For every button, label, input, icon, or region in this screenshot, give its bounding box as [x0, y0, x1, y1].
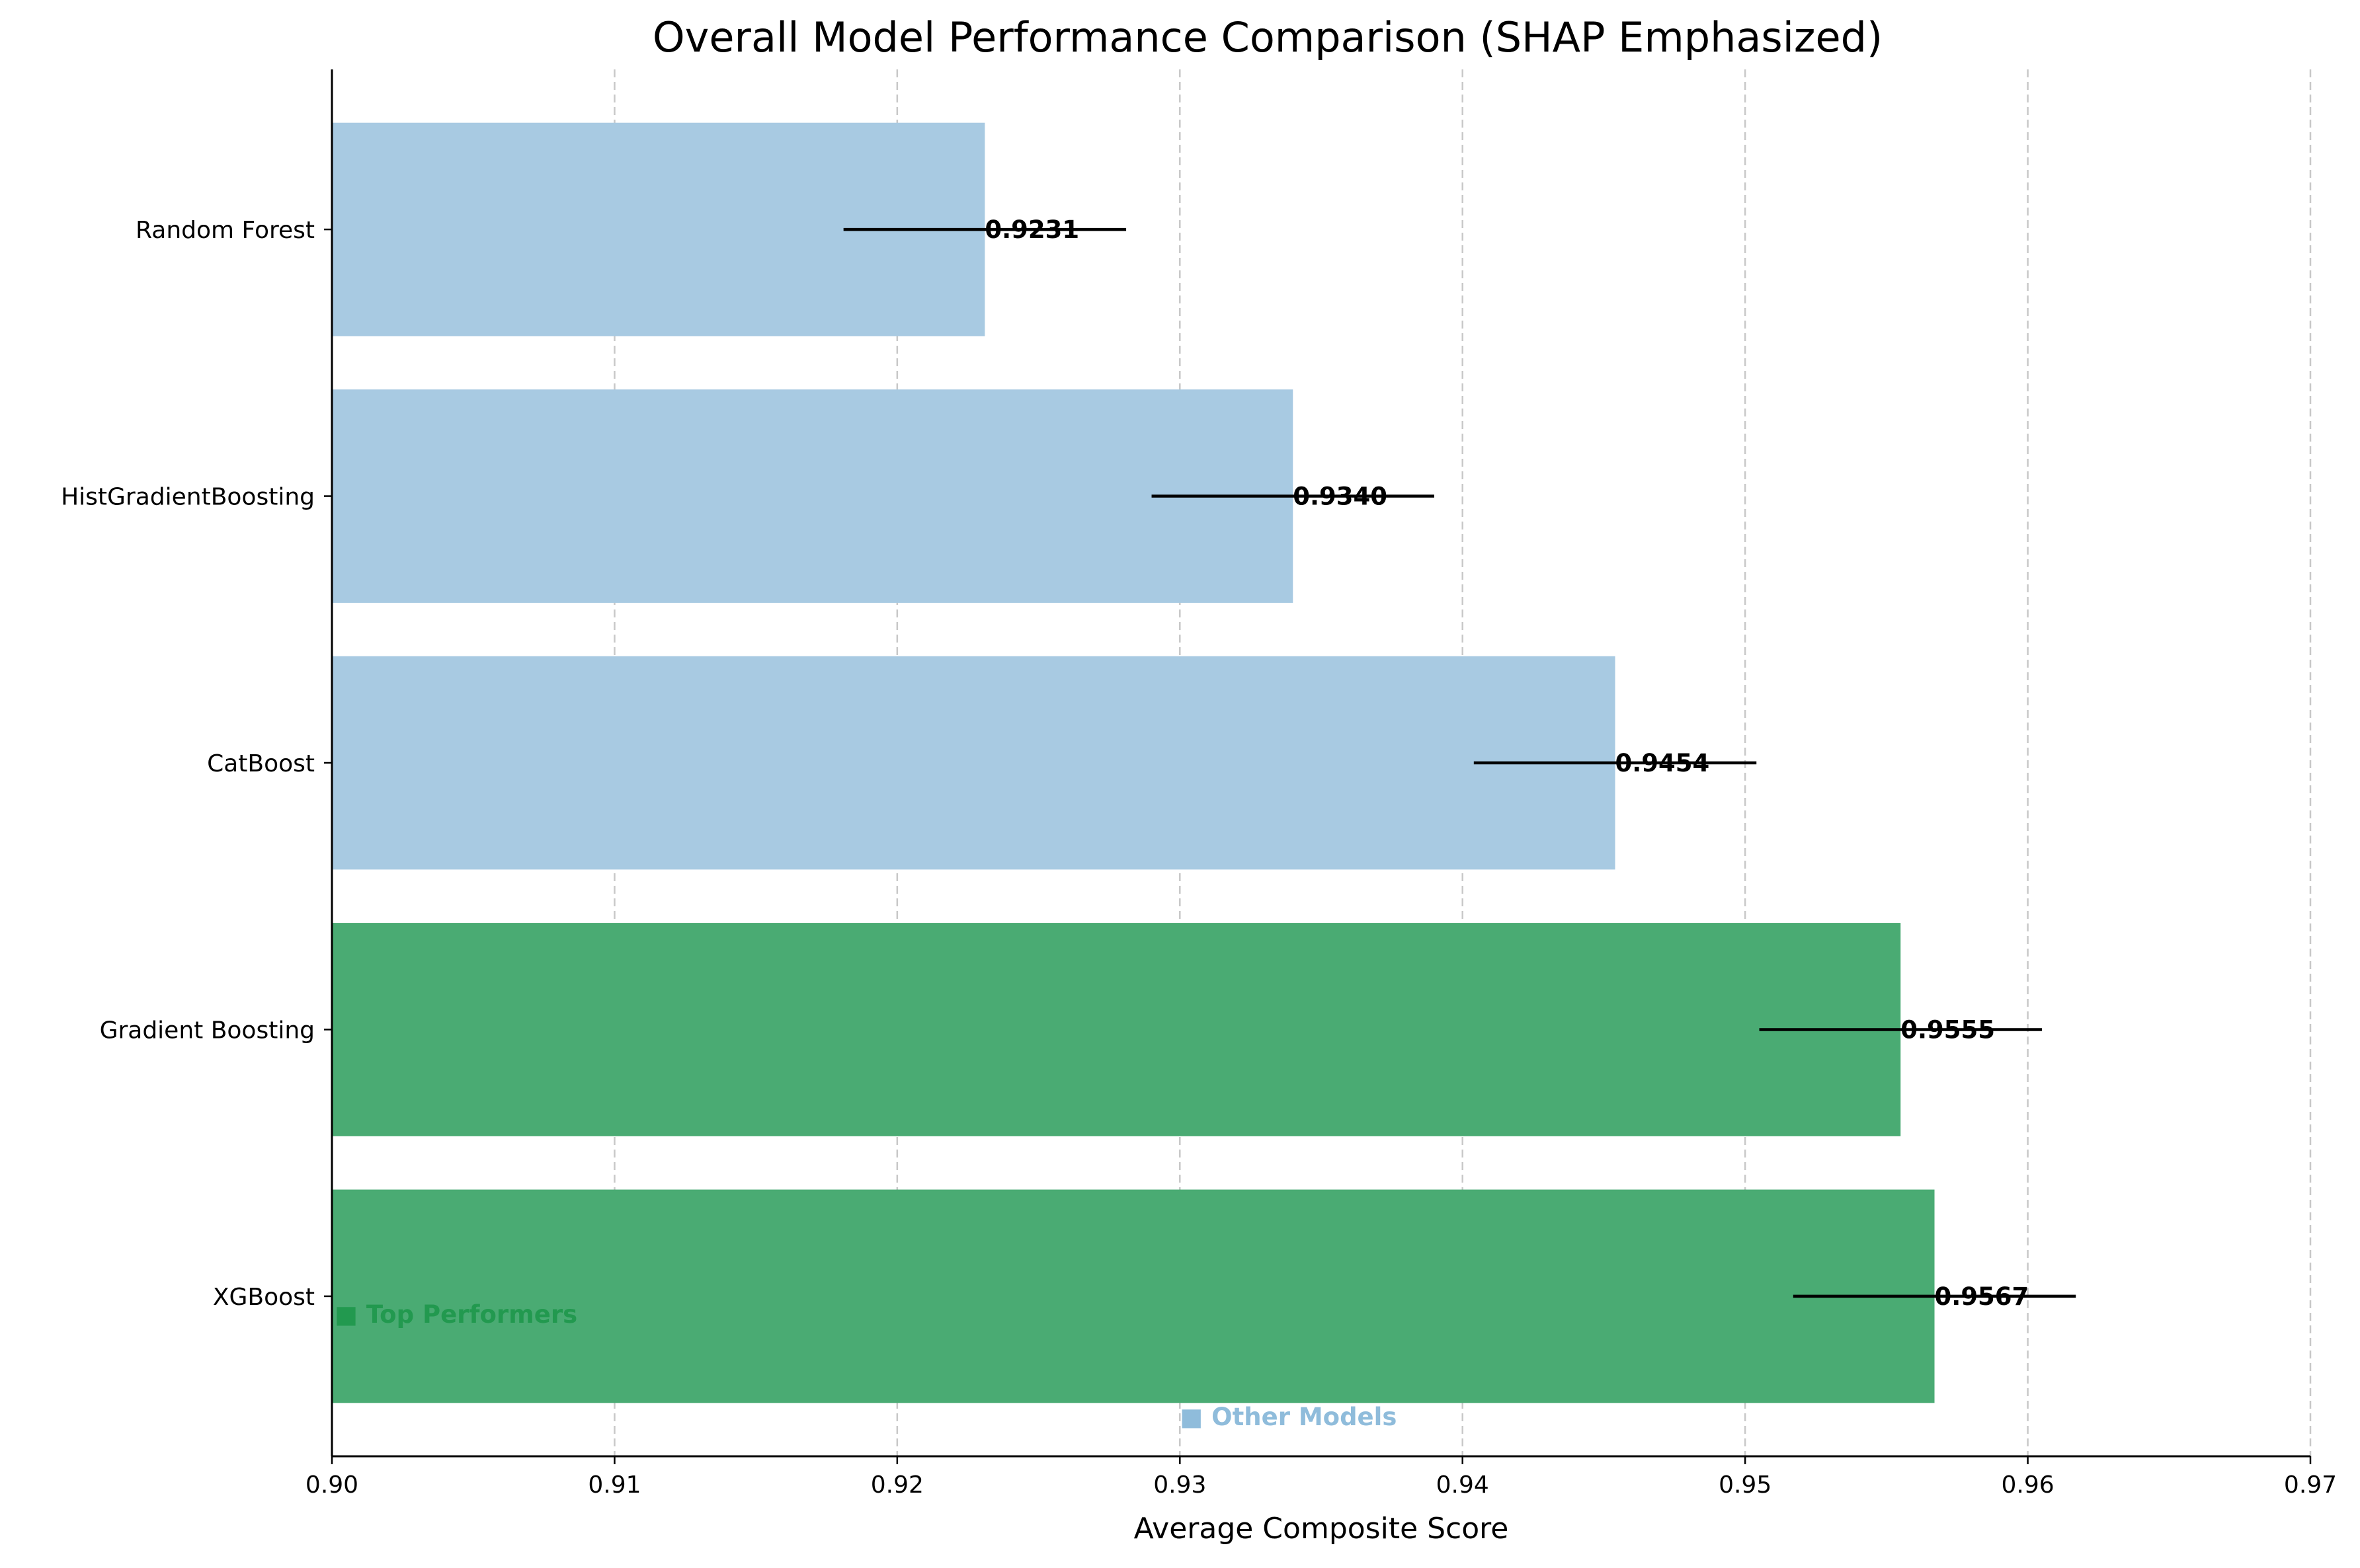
value-label: 0.9231	[985, 216, 1079, 244]
legend-layer: ■ Top Performers ■ Other Models	[335, 1300, 1397, 1431]
bar	[332, 656, 1615, 870]
x-tick-label: 0.90	[305, 1471, 358, 1499]
labels-layer: 0.9567 0.9555 0.9454 0.9340 0.9231	[985, 216, 2029, 1311]
y-tick-label: XGBoost	[213, 1284, 315, 1311]
value-label: 0.9340	[1293, 483, 1387, 511]
legend-entry: ■ Top Performers	[335, 1300, 577, 1329]
x-tick-label: 0.94	[1436, 1471, 1489, 1499]
x-tick-label: 0.97	[2284, 1471, 2337, 1499]
y-tick-label: Random Forest	[136, 217, 315, 244]
x-tick-label: 0.96	[2001, 1471, 2054, 1499]
x-tick-label: 0.92	[871, 1471, 924, 1499]
x-axis-label: Average Composite Score	[1134, 1512, 1509, 1546]
x-tick-label: 0.95	[1719, 1471, 1771, 1499]
bar	[332, 923, 1901, 1136]
x-tick-label: 0.93	[1153, 1471, 1206, 1499]
y-tick-label: HistGradientBoosting	[61, 484, 315, 511]
y-tick-label: CatBoost	[207, 750, 315, 777]
legend-entry: ■ Other Models	[1180, 1403, 1397, 1431]
x-tick-label: 0.91	[588, 1471, 641, 1499]
value-label: 0.9454	[1615, 749, 1710, 777]
y-tick-label: Gradient Boosting	[100, 1017, 315, 1044]
value-label: 0.9567	[1935, 1282, 2029, 1311]
bar	[332, 1189, 1935, 1403]
bars-layer	[332, 122, 2076, 1403]
axes-layer: 0.90 0.91 0.92 0.93 0.94 0.95 0.96 0.97 XGBoost G…	[61, 69, 2337, 1499]
bar	[332, 389, 1293, 603]
value-label: 0.9555	[1900, 1015, 1995, 1044]
chart-title: Overall Model Performance Comparison (SH…	[653, 13, 1883, 61]
